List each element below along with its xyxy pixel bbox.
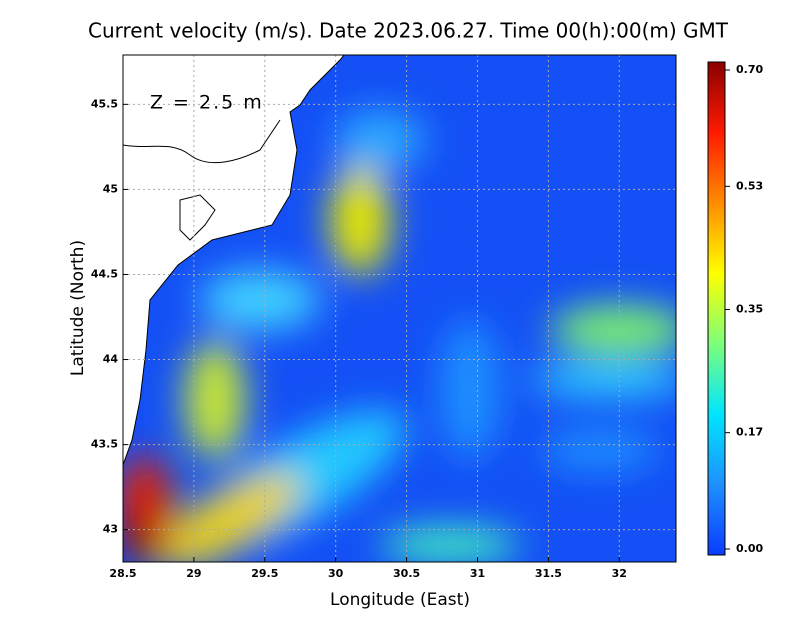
x-tick-label: 30.5 bbox=[393, 567, 420, 580]
x-tick-label: 31.5 bbox=[535, 567, 562, 580]
y-tick-label: 43.5 bbox=[91, 438, 118, 451]
y-tick-label: 44.5 bbox=[91, 267, 118, 280]
x-tick-label: 29.5 bbox=[251, 567, 278, 580]
x-tick-label: 30 bbox=[328, 567, 344, 580]
land bbox=[123, 55, 345, 466]
x-tick-label: 32 bbox=[612, 567, 627, 580]
depth-annotation: Z = 2.5 m bbox=[150, 92, 264, 114]
colorbar-tick-label: 0.70 bbox=[736, 63, 763, 76]
y-tick-label: 45.5 bbox=[91, 97, 118, 110]
colorbar-tick-label: 0.53 bbox=[736, 179, 763, 192]
y-tick-label: 45 bbox=[103, 182, 118, 195]
y-tick-label: 43 bbox=[103, 523, 118, 536]
chart-title: Current velocity (m/s). Date 2023.06.27.… bbox=[88, 19, 729, 43]
colorbar-tick-label: 0.17 bbox=[736, 426, 763, 439]
colorbar-tick-label: 0.35 bbox=[736, 303, 763, 316]
velocity-field bbox=[123, 55, 676, 562]
colorbar bbox=[707, 61, 726, 556]
lake bbox=[179, 194, 216, 241]
colorbar-tick-label: 0.00 bbox=[736, 542, 763, 555]
y-tick-label: 44 bbox=[103, 353, 119, 366]
y-axis-label: Latitude (North) bbox=[68, 240, 88, 376]
x-tick-label: 28.5 bbox=[109, 567, 136, 580]
x-axis-label: Longitude (East) bbox=[330, 590, 470, 610]
x-tick-label: 31 bbox=[470, 567, 485, 580]
plot-frame bbox=[122, 54, 677, 563]
x-tick-label: 29 bbox=[186, 567, 201, 580]
border bbox=[123, 119, 281, 164]
